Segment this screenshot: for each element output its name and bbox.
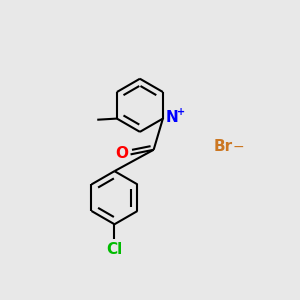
Text: N: N: [166, 110, 178, 125]
Text: O: O: [116, 146, 129, 161]
Text: +: +: [177, 107, 185, 117]
Text: Br: Br: [214, 140, 233, 154]
Text: Cl: Cl: [106, 242, 123, 256]
Text: −: −: [233, 140, 244, 154]
